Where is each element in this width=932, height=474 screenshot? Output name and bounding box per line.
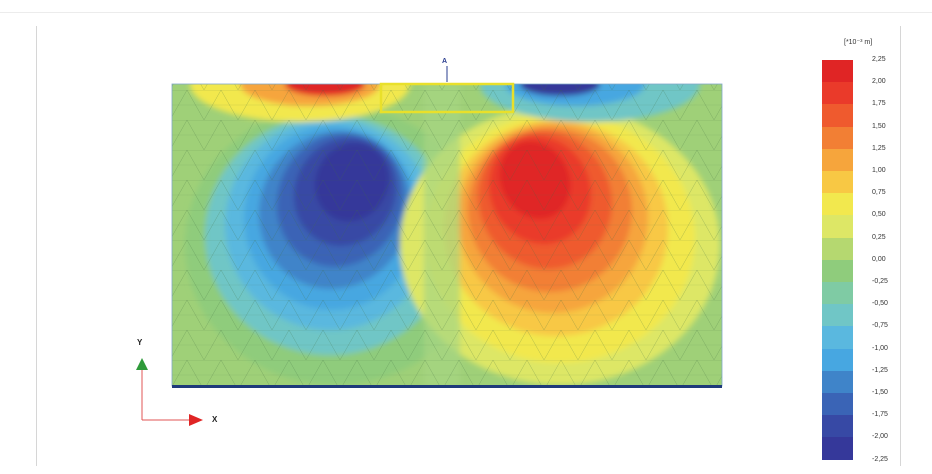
legend-swatch [822,437,853,460]
bottom-support [172,385,722,388]
legend-swatch [822,282,853,305]
legend-value-label: -2,00 [872,433,888,441]
legend-value-label: 1,75 [872,100,886,108]
legend-swatch [822,326,853,349]
axis-triad [136,358,203,426]
legend-swatch [822,415,853,438]
top-border [0,12,932,13]
load-area-highlight [379,82,515,114]
legend-swatch [822,304,853,327]
legend-swatch [822,60,853,83]
legend-swatch [822,348,853,371]
legend-value-label: -1,50 [872,389,888,396]
legend-value-label: 0,75 [872,189,886,197]
legend-unit-label: [*10⁻³ m] [844,39,873,46]
legend-value-label: -0,50 [872,300,888,308]
color-legend: [*10⁻³ m] 2,25 2,00 1,75 1,50 1,25 1,00 0,75 0,… [820,38,900,468]
legend-value-label: 1,00 [872,167,886,174]
legend-swatch [822,393,853,416]
left-border [36,26,37,466]
legend-swatch [822,370,853,393]
legend-value-label: -0,75 [872,322,888,330]
legend-swatch [822,259,853,282]
legend-swatch [822,237,853,260]
x-axis-label: X [212,415,218,424]
legend-value-label: 2,00 [872,78,886,86]
legend-value-label: 1,50 [872,122,886,130]
legend-value-label: 0,25 [872,233,886,241]
right-border [900,26,901,466]
point-label: A [442,58,448,65]
legend-value-label: -1,00 [872,344,888,352]
legend-swatch [822,148,853,171]
legend-value-label: 0,00 [872,255,886,263]
legend-value-label: 1,25 [872,144,886,152]
y-axis-arrow [136,358,148,370]
legend-value-label: 2,25 [872,56,886,63]
legend-value-label: -0,25 [872,278,888,285]
y-axis-label: Y [137,338,143,347]
contour-region [172,84,722,386]
legend-value-label: -2,25 [872,455,888,463]
legend-swatch [822,171,853,194]
legend-swatch [822,82,853,105]
legend-swatch [822,193,853,216]
legend-swatch [822,126,853,149]
x-axis-arrow [189,414,203,426]
legend-swatch [822,215,853,238]
legend-value-label: -1,25 [872,366,888,374]
legend-swatch [822,104,853,127]
legend-value-label: -1,75 [872,411,888,419]
legend-value-label: 0,50 [872,211,886,219]
